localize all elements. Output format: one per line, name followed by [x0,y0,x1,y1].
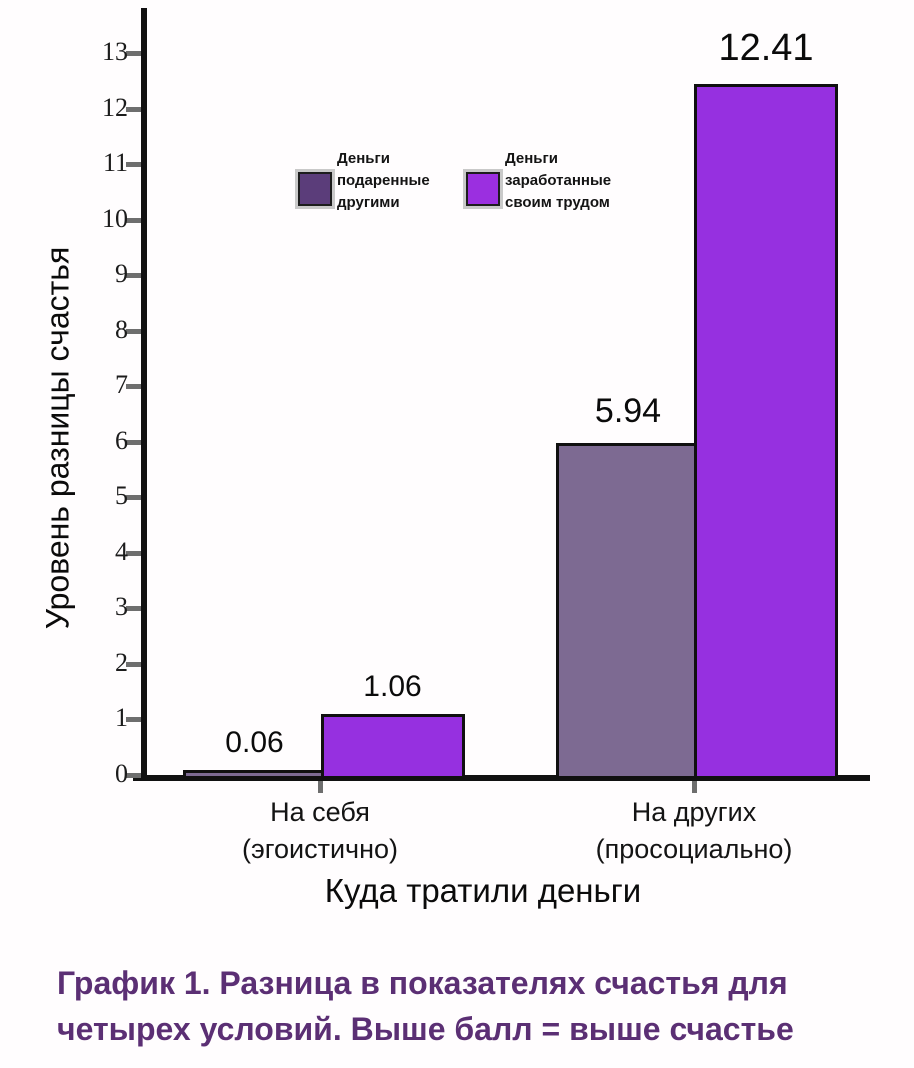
category-label-self: На себя (эгоистично) [241,797,399,864]
bar-series2-group2 [694,83,838,779]
bar-value-label: 1.06 [363,670,422,704]
y-tick-label: 0 [115,758,128,788]
y-tick-label: 12 [102,92,128,122]
y-tick-mark [126,328,141,334]
y-tick-label: 4 [115,536,128,566]
legend-swatch-earned-money [463,169,503,209]
y-tick-mark [126,384,141,390]
y-tick-mark [126,661,141,667]
legend-label-earned-money: Деньги заработанные своим трудом [505,150,612,211]
y-tick-mark [126,606,141,612]
y-tick-label: 3 [115,592,128,622]
bar-series1-group2 [556,443,700,779]
y-tick-label: 10 [102,203,128,233]
y-tick-mark [126,550,141,556]
category-label-others: На других (просоциально) [595,797,793,864]
y-axis-line [141,8,147,781]
y-tick-label: 2 [115,647,128,677]
y-axis-title: Уровень разницы счастья [39,246,76,630]
bar-value-label: 0.06 [225,725,284,759]
y-tick-label: 11 [102,147,128,177]
x-tick-mark [691,781,697,793]
y-tick-mark [126,439,141,445]
y-tick-label: 6 [115,425,128,455]
x-axis-line [133,775,870,781]
bar-value-label: 5.94 [594,392,662,431]
y-tick-mark [126,273,141,279]
bar-value-label: 12.41 [718,26,814,69]
y-tick-mark [126,495,141,501]
y-tick-mark [126,50,141,56]
y-tick-mark [126,106,141,112]
y-tick-label: 1 [115,703,128,733]
y-tick-label: 7 [115,370,128,400]
x-tick-mark [318,781,323,793]
bar-series2-group1 [320,714,465,779]
y-tick-mark [126,217,141,223]
legend-label-gifted-money: Деньги подаренные другими [337,150,430,211]
bar-series1-group1 [182,769,327,779]
figure-caption: График 1. Разница в показателях счастья … [57,965,794,1047]
y-tick-mark [126,773,141,778]
y-tick-label: 13 [102,36,128,66]
x-axis-title: Куда тратили деньги [324,872,642,909]
y-tick-label: 8 [115,314,128,344]
y-tick-mark [126,717,141,723]
y-tick-label: 9 [115,258,128,288]
y-tick-label: 5 [115,481,128,511]
legend-swatch-gifted-money [295,169,335,209]
y-tick-mark [126,162,141,168]
